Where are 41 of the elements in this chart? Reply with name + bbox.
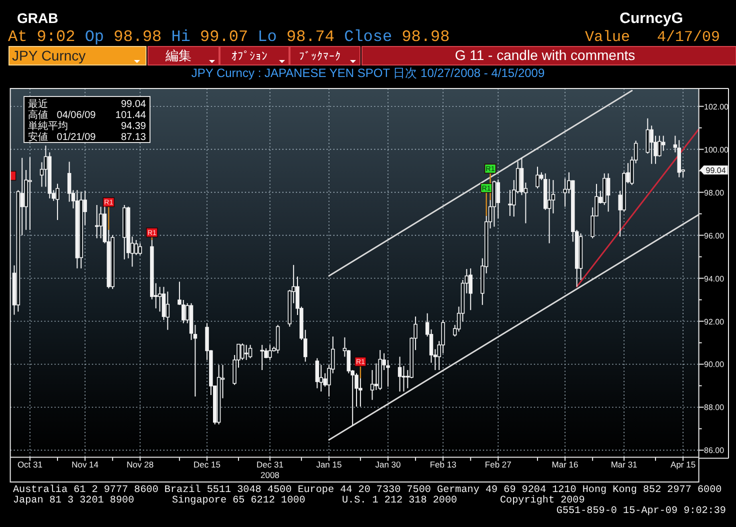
menu-text: G 11 - candle with comments xyxy=(454,47,636,63)
menu-text: ﾌﾞｯｸﾏｰｸ xyxy=(299,51,341,63)
y-tick-label: 92.00 xyxy=(704,317,724,326)
stat-row: 単純平均 94.39 xyxy=(28,121,146,132)
menu-text: ｵﾌﾟｼｮﾝ xyxy=(232,51,268,63)
y-tick-label: 96.00 xyxy=(704,231,724,240)
y-tick-label: 98.00 xyxy=(704,188,724,198)
x-tick-label: Feb 13 xyxy=(430,460,456,470)
footer: Copyright 2009 xyxy=(500,496,585,506)
x-tick-label: Apr 15 xyxy=(670,460,696,470)
stat-row: 安値 01/21/09 87.13 xyxy=(28,132,146,143)
x-tick-label: Nov 14 xyxy=(72,460,99,470)
y-tick-label: 88.00 xyxy=(704,403,724,412)
x-tick-label: Dec 15 xyxy=(194,460,220,470)
x-tick-label: Jan 15 xyxy=(316,460,342,470)
x-tick-label: Dec 31 2008 xyxy=(256,460,284,480)
menu-text: 編集 xyxy=(166,48,192,63)
y-tick-label: 86.00 xyxy=(704,446,724,456)
footer: G551-859-0 15-Apr-09 9:02:39 xyxy=(556,506,726,517)
y-tick-label: 102.00 xyxy=(704,102,728,112)
quote-line: At 9:02 Op 98.98 Hi 99.07 Lo 98.74 Close 98.98 xyxy=(8,28,450,46)
header-text: CurncyG xyxy=(620,10,683,27)
y-tick-label: 100.00 xyxy=(704,145,728,154)
x-tick-label: Nov 28 xyxy=(126,460,154,470)
x-tick-label: Mar 31 xyxy=(610,460,638,470)
header-text: GRAB xyxy=(17,10,58,26)
x-tick-label: Oct 31 xyxy=(17,460,42,470)
footer: U.S. 1 212 318 2000 xyxy=(342,496,458,506)
x-tick-label: Jan 30 xyxy=(375,460,401,470)
y-tick-label: 94.00 xyxy=(704,274,724,284)
value-date: Value 4/17/09 xyxy=(585,29,720,46)
footer: Japan 81 3 3201 8900 xyxy=(13,496,134,506)
footer: Singapore 65 6212 1000 xyxy=(172,496,306,506)
menu-text: JPY Curncy xyxy=(12,48,86,64)
stat-row: 高値 04/06/09 101.44 xyxy=(28,110,146,121)
stat-row: 最近 99.04 xyxy=(28,99,146,110)
footer: Australia 61 2 9777 8600 Brazil 5511 3048 4500 Europe 44 20 7330 7500 Germany 49 69 9204 1210 Hong Kong 852 2977 6000 xyxy=(13,485,722,496)
x-tick-label: Mar 16 xyxy=(552,460,578,470)
title: JPY Curncy : JAPANESE YEN SPOT 日次 10/27/2008 - 4/15/2009 xyxy=(191,66,545,80)
x-tick-label: Feb 27 xyxy=(484,460,512,470)
y-tick-label: 90.00 xyxy=(704,360,724,370)
